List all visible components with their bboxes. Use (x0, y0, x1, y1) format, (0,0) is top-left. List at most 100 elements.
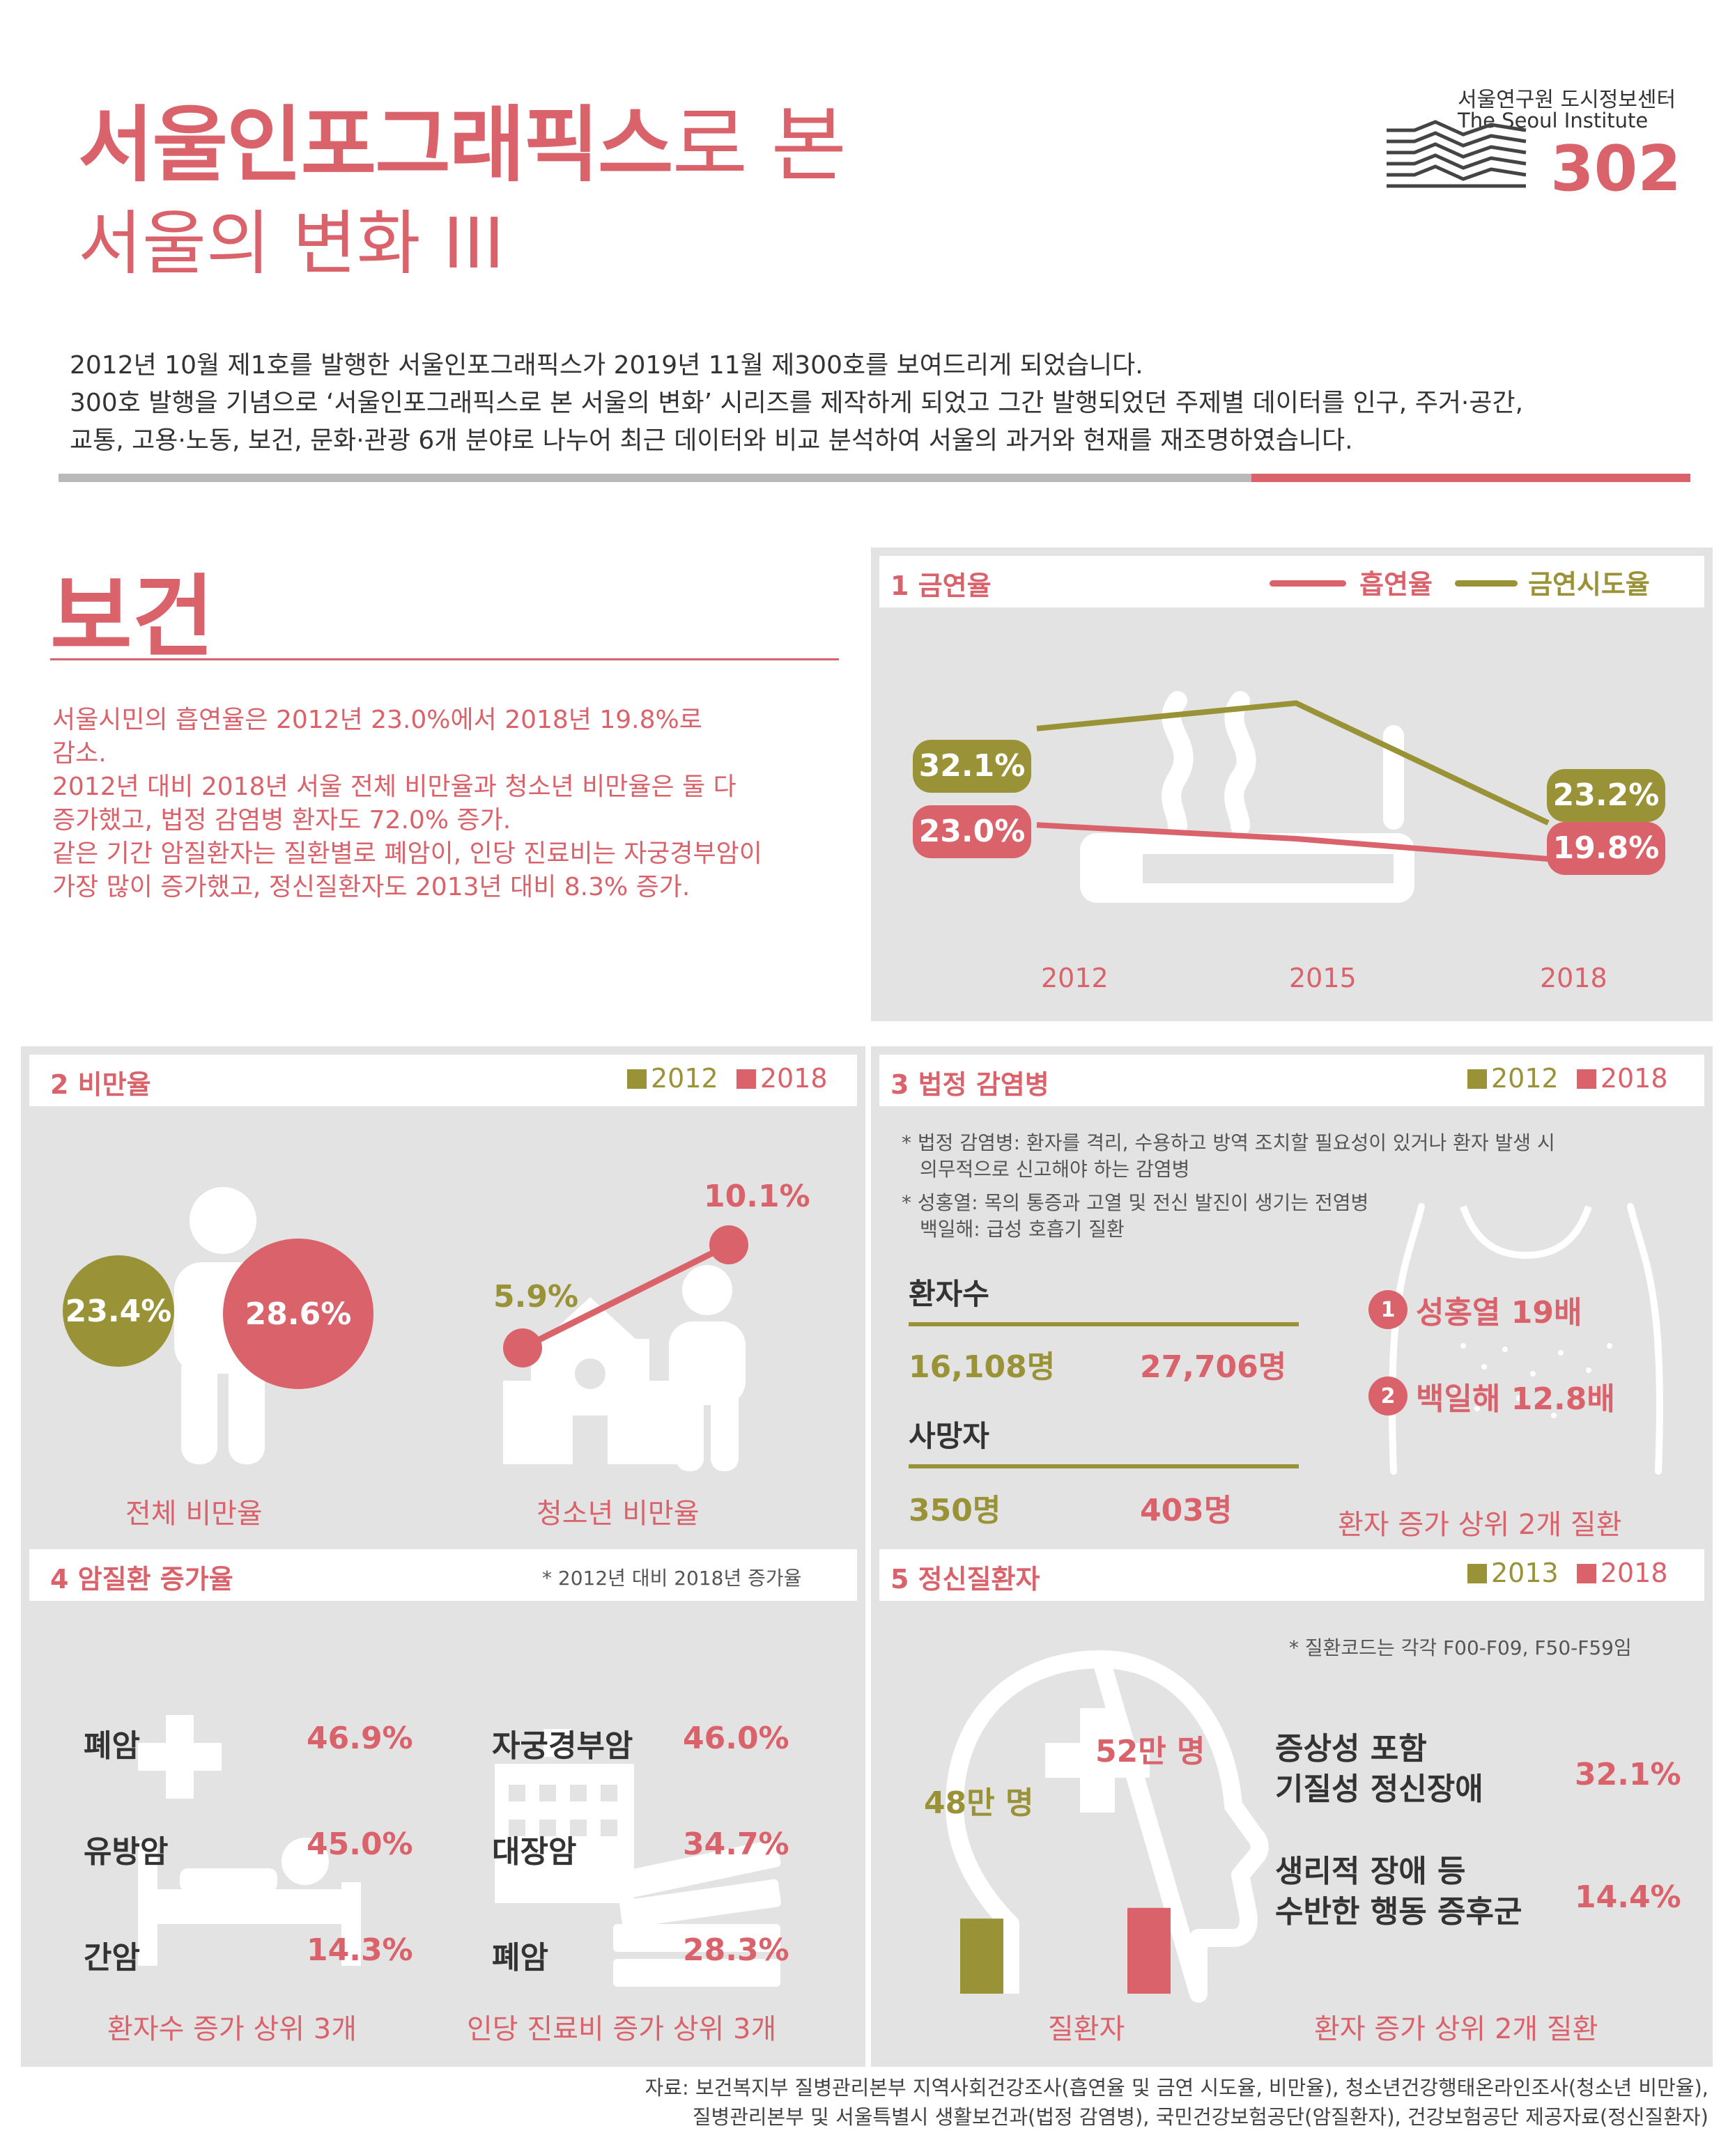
seoul-institute-logo (1387, 120, 1527, 188)
legend-swatch-2018 (1576, 1564, 1596, 1583)
legend-swatch-2012 (1467, 1069, 1487, 1089)
x-tick-2012: 2012 (1041, 963, 1109, 993)
youth-2012-value: 5.9% (493, 1279, 579, 1314)
mental-caption: 환자 증가 상위 2개 질환 (1314, 2013, 1598, 2045)
hospital-bed-icon (138, 1715, 361, 1966)
obesity-total-2012: 23.4% (63, 1255, 174, 1367)
label-line: 증상성 포함 (1275, 1731, 1427, 1767)
intro-line: 교통, 고용·노동, 보건, 문화·관광 6개 분야로 나누어 최근 데이터와 … (70, 426, 1353, 455)
youth-obesity-line (503, 1225, 748, 1367)
source-note: 자료: 보건복지부 질병관리본부 지역사회건강조사(흡연율 및 금연 시도율, … (645, 2073, 1708, 2132)
mental-bar-0 (960, 1918, 1003, 1994)
cancer-right-value-3: 28.3% (683, 1932, 789, 1968)
cancer-left-value-1: 46.9% (307, 1721, 413, 1756)
legend: 2012 2018 (627, 1063, 828, 1094)
legend-line-icon (1270, 580, 1346, 587)
youth-2018-value: 10.1% (704, 1179, 810, 1214)
legend-smoking: 흡연율 (1270, 563, 1433, 601)
label-quit-2012: 32.1% (913, 740, 1031, 793)
page-title: 서울인포그래픽스로 본 (78, 78, 847, 197)
note-line: 의무적으로 신고해야 하는 감염병 (920, 1158, 1190, 1181)
mental-item-2-value: 14.4% (1575, 1879, 1681, 1915)
label-line: 수반한 행동 증후군 (1275, 1894, 1522, 1930)
cancer-left-value-2: 45.0% (307, 1827, 413, 1862)
source-line: 자료: 보건복지부 질병관리본부 지역사회건강조사(흡연율 및 금연 시도율, … (645, 2076, 1708, 2100)
cancer-right-name-3: 폐암 (492, 1940, 548, 1976)
legend-2013: 2013 (1491, 1558, 1559, 1588)
section-title: 보건 (50, 566, 215, 669)
summary-line: 감소. (52, 739, 107, 768)
legend-2018: 2018 (1600, 1063, 1668, 1094)
cancer-right-value-2: 34.7% (683, 1827, 789, 1862)
deaths-label: 사망자 (909, 1419, 989, 1453)
mental-bar-1 (1127, 1907, 1171, 1994)
legend-2012: 2012 (1491, 1063, 1559, 1094)
legend: 2012 2018 (1467, 1063, 1668, 1094)
patients-2012: 16,108명 (909, 1349, 1056, 1385)
page-subtitle: 서울의 변화 III (78, 203, 505, 284)
deaths-2012: 350명 (909, 1493, 1001, 1528)
youth-2012-point (503, 1328, 542, 1367)
cancer-left-value-3: 14.3% (307, 1932, 413, 1968)
divider-red (1251, 474, 1690, 482)
series-line-0 (1036, 822, 1549, 862)
title-rest: 로 본 (672, 97, 847, 193)
panel-header: 3 법정 감염병 2012 2018 (879, 1055, 1704, 1106)
deaths-2018: 403명 (1140, 1493, 1233, 1528)
panel-obesity: 2 비만율 2012 2018 23.4% 28.6% 전체 비만율 5.9% … (21, 1046, 865, 1541)
divider-gray (59, 474, 1251, 482)
obesity-total-2018: 28.6% (223, 1239, 373, 1389)
legend-quit-label: 금연시도율 (1528, 569, 1650, 600)
label-line: 기질성 정신장애 (1275, 1771, 1483, 1807)
note-line: * 법정 감염병: 환자를 격리, 수용하고 방역 조치할 필요성이 있거나 환… (902, 1131, 1555, 1154)
school-icon (503, 1297, 677, 1464)
legend-swatch-2013 (1467, 1564, 1487, 1583)
org-name-en: The Seoul Institute (1458, 109, 1649, 132)
title-bold: 서울인포그래픽스 (78, 97, 673, 193)
note-infectious: * 법정 감염병: 환자를 격리, 수용하고 방역 조치할 필요성이 있거나 환… (902, 1130, 1555, 1243)
panel-title: 5 정신질환자 (890, 1564, 1040, 1595)
cancer-left-name-1: 폐암 (84, 1728, 140, 1764)
intro-text: 2012년 10월 제1호를 발행한 서울인포그래픽스가 2019년 11월 제… (70, 347, 1523, 460)
hospital-money-icon (495, 1729, 781, 1987)
legend-swatch-2012 (627, 1069, 647, 1089)
legend-swatch-2018 (1576, 1069, 1596, 1089)
intro-line: 2012년 10월 제1호를 발행한 서울인포그래픽스가 2019년 11월 제… (70, 351, 1143, 380)
legend-smoking-label: 흡연율 (1359, 569, 1433, 600)
legend-quit: 금연시도율 (1455, 563, 1650, 601)
mental-item-2-label: 생리적 장애 등 수반한 행동 증후군 (1275, 1852, 1522, 1932)
cancer-left-caption: 환자수 증가 상위 3개 (107, 2013, 357, 2045)
rank-2-badge: 2 (1368, 1376, 1407, 1416)
section-summary: 서울시민의 흡연율은 2012년 23.0%에서 2018년 19.8%로 감소… (52, 704, 762, 904)
panel-header: 1 금연율 흡연율 금연시도율 (879, 556, 1704, 607)
rank-1-badge: 1 (1368, 1290, 1407, 1329)
summary-line: 가장 많이 증가했고, 정신질환자도 2013년 대비 8.3% 증가. (52, 873, 691, 901)
legend-2012: 2012 (651, 1063, 718, 1094)
legend-swatch-2018 (736, 1069, 756, 1089)
panel-cancer: 4 암질환 증가율 * 2012년 대비 2018년 증가율 폐암 46.9% … (21, 1541, 865, 2067)
note-line: 백일해: 급성 호흡기 질환 (920, 1218, 1125, 1241)
label-smoking-2012: 23.0% (913, 805, 1031, 858)
obesity-total-label: 전체 비만율 (125, 1498, 263, 1530)
issue-number: 302 (1550, 132, 1681, 205)
mental-bar-chart (960, 1907, 1171, 1994)
legend-2018: 2018 (1600, 1558, 1668, 1588)
x-tick-2018: 2018 (1540, 963, 1607, 993)
mental-bar-caption: 질환자 (1048, 2013, 1125, 2045)
panel-title: 1 금연율 (890, 571, 992, 601)
summary-line: 같은 기간 암질환자는 질환별로 폐암이, 인당 진료비는 자궁경부암이 (52, 839, 762, 868)
mental-item-1-label: 증상성 포함 기질성 정신장애 (1275, 1729, 1483, 1810)
x-tick-2015: 2015 (1289, 963, 1357, 993)
youth-obesity-label: 청소년 비만율 (537, 1498, 700, 1530)
panel-smoking: 1 금연율 흡연율 금연시도율 32.1% 23.0% 23.2% 19.8% … (871, 548, 1713, 1021)
summary-line: 증가했고, 법정 감염병 환자도 72.0% 증가. (52, 806, 511, 835)
body-rash-icon (1389, 1203, 1663, 1475)
mental-2013-value: 48만 명 (924, 1785, 1034, 1821)
panel-mental: 5 정신질환자 2013 2018 * 질환코드는 각각 F00-F09, F5… (871, 1541, 1713, 2067)
mental-2018-value: 52만 명 (1095, 1734, 1205, 1769)
legend-2018: 2018 (759, 1063, 828, 1094)
cancer-note: * 2012년 대비 2018년 증가율 (542, 1567, 802, 1590)
cancer-right-caption: 인당 진료비 증가 상위 3개 (467, 2013, 777, 2045)
patients-label: 환자수 (909, 1277, 989, 1311)
panel-title: 4 암질환 증가율 (50, 1564, 233, 1595)
